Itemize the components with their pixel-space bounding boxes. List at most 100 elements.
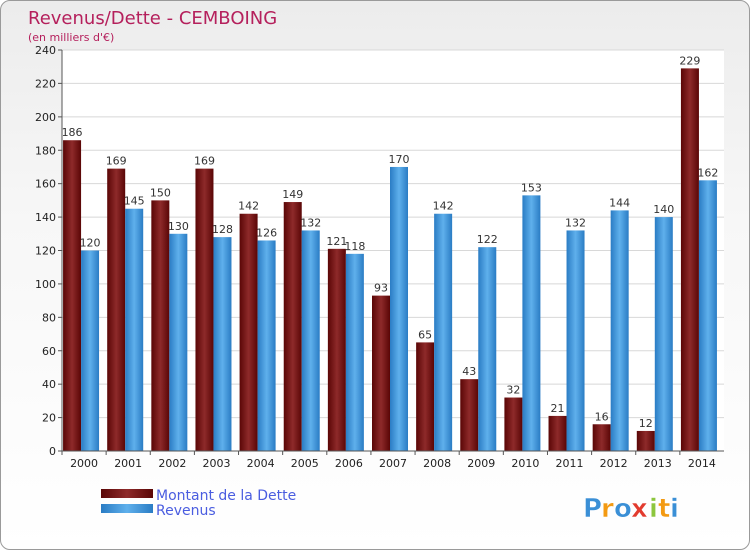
logo-letter: P [583,494,602,524]
debt-value-label: 169 [194,155,215,168]
y-tick-label: 140 [35,211,56,224]
revenus-value-label: 122 [477,233,498,246]
revenus-value-label: 142 [433,200,454,213]
revenus-bar [522,195,541,451]
debt-value-label: 142 [238,200,259,213]
revenus-bar [345,253,364,451]
revenus-bar [390,166,408,452]
debt-value-label: 43 [462,365,476,378]
y-tick-label: 120 [35,245,56,258]
legend-swatch-debt [101,489,153,498]
logo-letter: x [631,494,648,524]
debt-value-label: 21 [551,402,565,415]
debt-value-label: 32 [506,384,520,397]
y-tick-label: 200 [35,111,56,124]
y-tick-label: 80 [42,311,56,324]
revenus-bar [434,213,453,451]
debt-value-label: 121 [326,235,347,248]
debt-bar [460,379,479,451]
x-tick-label: 2012 [600,457,628,470]
debt-value-label: 229 [679,54,700,67]
revenus-bar [301,230,320,451]
revenus-value-label: 120 [80,237,101,250]
y-tick-label: 220 [35,77,56,90]
x-tick-label: 2008 [423,457,451,470]
debt-bar [548,415,567,451]
revenus-bar [213,237,232,451]
revenus-value-label: 162 [697,166,718,179]
debt-bar [63,140,82,451]
revenus-bar [257,240,276,451]
debt-value-label: 150 [150,186,171,199]
x-tick-label: 2004 [247,457,275,470]
revenus-value-label: 130 [168,220,189,233]
y-tick-label: 180 [35,144,56,157]
chart-title: Revenus/Dette - CEMBOING [28,8,277,29]
revenus-value-label: 145 [124,195,145,208]
logo-letter: i [670,494,679,524]
revenus-bar [610,210,629,451]
debt-value-label: 186 [62,126,83,139]
debt-bar [504,397,523,451]
y-tick-label: 60 [42,345,56,358]
x-tick-label: 2011 [556,457,584,470]
x-tick-label: 2009 [467,457,495,470]
revenus-bar [698,180,717,451]
y-tick-label: 40 [42,378,56,391]
debt-bar [680,68,699,452]
y-tick-label: 20 [42,412,56,425]
revenus-bar [566,230,585,451]
x-tick-label: 2010 [511,457,539,470]
debt-bar [372,295,390,451]
debt-value-label: 169 [106,155,127,168]
revenus-value-label: 126 [256,226,277,239]
revenus-bar [125,208,144,451]
logo-letter: t [658,494,670,524]
proxiti-logo: Pr o x i t i [583,494,680,525]
logo-letter: o [614,494,632,524]
y-tick-label: 100 [35,278,56,291]
revenus-bar [169,233,188,451]
legend-swatch-revenus [101,504,153,513]
debt-bar [151,200,170,451]
debt-value-label: 149 [282,188,303,201]
debt-bar [327,248,346,451]
revenus-bar [81,250,100,451]
logo-letter: i [649,494,658,524]
debt-bar [592,424,611,451]
chart-subtitle: (en milliers d'€) [28,31,114,44]
revenus-value-label: 132 [565,216,586,229]
x-tick-label: 2007 [379,457,407,470]
debt-value-label: 65 [418,328,432,341]
revenus-value-label: 118 [344,240,365,253]
revenus-value-label: 132 [300,216,321,229]
revenus-value-label: 153 [521,181,542,194]
debt-bar [239,213,258,451]
bars: 1861201691451501301691281421261491321211… [62,54,718,452]
debt-value-label: 12 [639,417,653,430]
debt-value-label: 93 [374,282,388,295]
x-tick-label: 2013 [644,457,672,470]
debt-bar [283,202,302,451]
revenus-bar [478,247,497,451]
legend: Montant de la Dette Revenus [101,488,296,519]
legend-label-debt: Montant de la Dette [156,488,296,504]
revenus-value-label: 170 [389,153,410,166]
debt-bar [416,342,435,451]
y-tick-label: 160 [35,178,56,191]
revenus-bar [654,217,673,451]
y-tick-label: 240 [35,44,56,57]
x-tick-label: 2001 [114,457,142,470]
debt-bar [195,168,214,452]
logo-letter: r [601,494,614,524]
x-tick-label: 2006 [335,457,363,470]
x-tick-label: 2002 [158,457,186,470]
debt-bar [636,430,655,451]
axes: 0 20 40 60 80 100 120 140 160 180 200 220 240 2000 200… [35,44,724,470]
x-tick-label: 2000 [70,457,98,470]
legend-label-revenus: Revenus [156,503,216,519]
debt-bar [107,168,126,452]
x-tick-label: 2003 [202,457,230,470]
